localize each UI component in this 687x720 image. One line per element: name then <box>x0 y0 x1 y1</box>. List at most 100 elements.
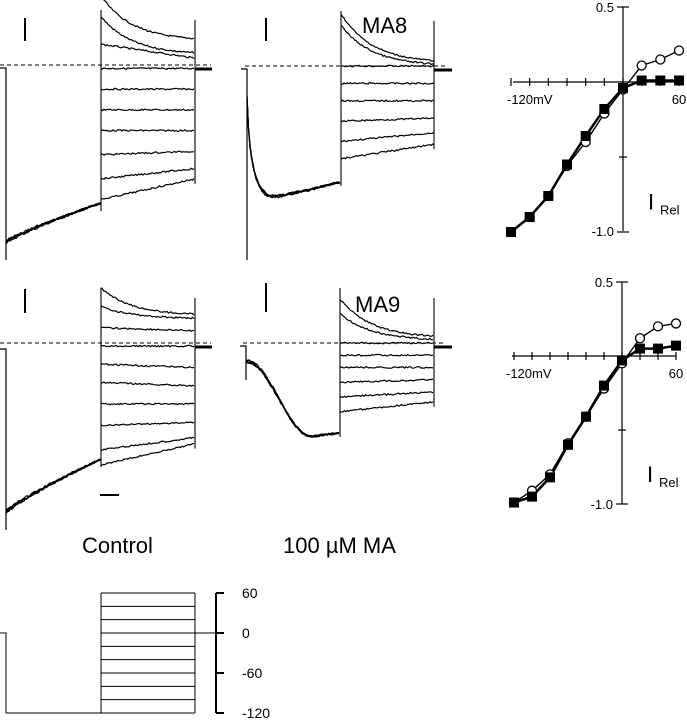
series-line-control <box>513 344 677 504</box>
trace-panel-ma9-control <box>0 287 212 530</box>
prepulse-current-trace <box>246 96 341 199</box>
step-current-trace <box>100 167 195 181</box>
current-traces <box>0 287 212 530</box>
data-point-control <box>506 227 516 237</box>
data-point-control <box>509 497 519 508</box>
series-line-drug <box>513 322 677 504</box>
step-current-trace <box>339 400 434 413</box>
y-axis-label: I <box>647 462 653 487</box>
iv-plot-ma8: 0.5 -1.0 -120mV 60 I Rel <box>505 0 686 239</box>
prepulse-current-trace <box>5 203 101 244</box>
prepulse-current-trace <box>245 360 340 438</box>
capacitive-transient <box>0 67 7 260</box>
voltage-tick-label: -120 <box>242 705 270 720</box>
step-current-trace <box>339 378 434 384</box>
data-point-control <box>599 380 609 391</box>
data-point-control <box>618 83 628 93</box>
data-point-control <box>580 131 591 141</box>
step-current-trace <box>103 0 195 40</box>
data-point-control <box>653 343 663 354</box>
data-point-drug <box>670 318 682 329</box>
step-current-trace <box>100 305 195 320</box>
protocol-steps <box>0 592 220 714</box>
data-point-drug <box>655 54 666 65</box>
prepulse-current-trace <box>245 359 340 438</box>
step-current-trace <box>340 25 435 66</box>
step-current-trace <box>100 436 195 452</box>
step-current-trace <box>100 16 195 54</box>
step-current-trace <box>339 341 434 345</box>
voltage-tick-label: 0 <box>242 625 250 641</box>
data-point-control <box>635 343 645 354</box>
y-axis-label-subscript: Rel <box>659 475 679 490</box>
step-current-trace <box>100 108 195 112</box>
data-point-control <box>543 191 554 201</box>
data-point-control <box>527 491 537 502</box>
data-point-drug <box>652 321 664 332</box>
step-current-trace <box>339 391 434 399</box>
current-traces <box>240 288 452 439</box>
cell-label-ma8: MA8 <box>362 13 407 38</box>
data-point-drug <box>634 333 646 344</box>
data-point-control <box>562 159 572 170</box>
prepulse-current-trace <box>245 362 340 439</box>
step-current-trace <box>100 178 195 200</box>
prepulse-current-trace <box>5 458 101 514</box>
voltage-tick-label: 60 <box>242 585 258 601</box>
capacitive-transient <box>241 68 248 260</box>
current-traces <box>0 0 212 260</box>
data-point-control <box>671 340 681 351</box>
step-current-trace <box>339 299 434 337</box>
current-traces <box>241 11 452 260</box>
y-tick-label-max: 0.5 <box>595 275 613 290</box>
prepulse-current-trace <box>246 94 341 198</box>
step-current-trace <box>101 363 195 369</box>
step-current-trace <box>341 143 435 160</box>
step-current-trace <box>340 131 435 143</box>
prepulse-current-trace <box>246 97 341 199</box>
step-current-trace <box>100 128 195 133</box>
step-current-trace <box>340 64 435 68</box>
voltage-tick-label: -60 <box>242 665 262 681</box>
data-point-drug <box>636 60 647 71</box>
step-current-trace <box>100 43 195 59</box>
data-point-control <box>545 472 555 483</box>
data-point-control <box>524 212 535 222</box>
cell-label-ma9: MA9 <box>355 292 400 317</box>
series-line-drug <box>510 49 680 233</box>
step-current-trace <box>341 81 435 85</box>
step-current-trace <box>340 99 435 103</box>
step-current-trace <box>339 312 433 341</box>
step-current-trace <box>339 366 434 369</box>
condition-label-control: Control <box>82 533 153 558</box>
x-tick-label-max: 60 <box>672 92 686 107</box>
prepulse-current-trace <box>5 459 101 514</box>
data-point-control <box>636 75 647 86</box>
capacitive-transient <box>0 348 7 530</box>
step-current-trace <box>100 421 195 427</box>
y-axis-label-subscript: Rel <box>660 203 680 218</box>
prepulse-current-trace <box>5 202 101 245</box>
step-current-trace <box>100 150 195 156</box>
data-point-control <box>617 355 627 366</box>
step-current-trace <box>340 117 435 123</box>
step-current-trace <box>100 381 195 387</box>
data-point-control <box>674 75 684 86</box>
trace-panel-ma8-drug: MA8 <box>241 11 452 260</box>
data-point-control <box>655 75 666 86</box>
y-tick-label-max: 0.5 <box>596 0 614 15</box>
iv-plot-ma9: 0.5 -1.0 -120mV 60 I Rel <box>506 275 683 512</box>
data-point-drug <box>673 45 685 56</box>
step-current-trace <box>100 66 195 70</box>
data-point-control <box>599 104 610 114</box>
prepulse-current-trace <box>245 359 340 438</box>
step-current-trace <box>100 443 194 467</box>
data-point-control <box>581 411 591 422</box>
step-current-trace <box>101 402 195 406</box>
capacitive-transient <box>240 345 247 380</box>
protocol-voltage-scale: 60 0 -60 -120 <box>215 585 270 720</box>
prepulse-current-trace <box>5 459 101 512</box>
holding-and-prepulse <box>0 632 101 714</box>
prepulse-current-trace <box>246 95 341 198</box>
